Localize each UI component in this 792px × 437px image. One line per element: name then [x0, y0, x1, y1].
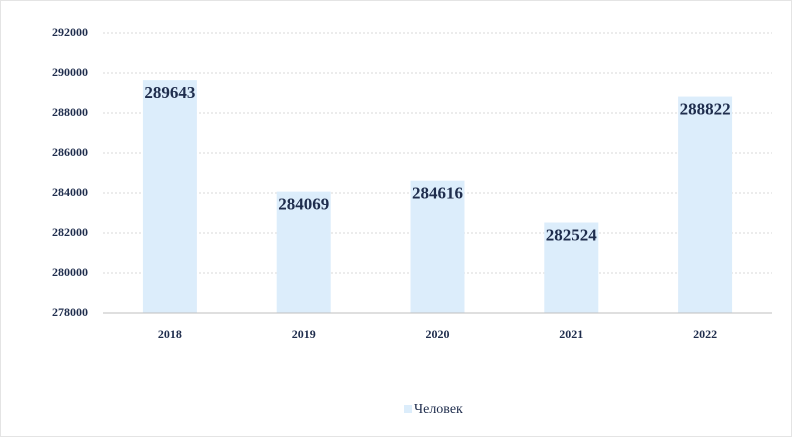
- bar: [142, 80, 197, 313]
- y-tick-label: 290000: [52, 65, 88, 79]
- y-tick-label: 282000: [52, 225, 88, 239]
- bar: [410, 180, 465, 313]
- legend-label: Человек: [414, 402, 463, 417]
- legend-swatch: [404, 405, 412, 413]
- y-tick-label: 288000: [52, 105, 88, 119]
- y-tick-label: 286000: [52, 145, 88, 159]
- x-tick-label: 2020: [426, 327, 450, 341]
- bar: [678, 96, 733, 313]
- x-tick-label: 2019: [292, 327, 316, 341]
- data-label: 282524: [546, 225, 598, 244]
- data-label: 284069: [278, 195, 329, 214]
- y-tick-label: 278000: [52, 305, 88, 319]
- y-tick-label: 292000: [52, 25, 88, 39]
- data-label: 288822: [680, 99, 731, 118]
- y-tick-label: 284000: [52, 185, 88, 199]
- x-tick-label: 2022: [693, 327, 717, 341]
- x-tick-label: 2021: [559, 327, 583, 341]
- x-tick-label: 2018: [158, 327, 182, 341]
- bar: [544, 222, 599, 313]
- bar: [276, 191, 331, 313]
- data-label: 284616: [412, 184, 463, 203]
- data-label: 289643: [144, 83, 195, 102]
- y-tick-label: 280000: [52, 265, 88, 279]
